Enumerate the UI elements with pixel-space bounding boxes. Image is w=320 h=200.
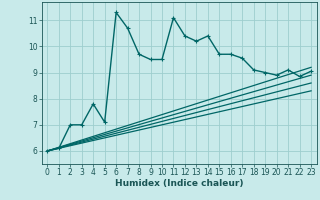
X-axis label: Humidex (Indice chaleur): Humidex (Indice chaleur) — [115, 179, 244, 188]
